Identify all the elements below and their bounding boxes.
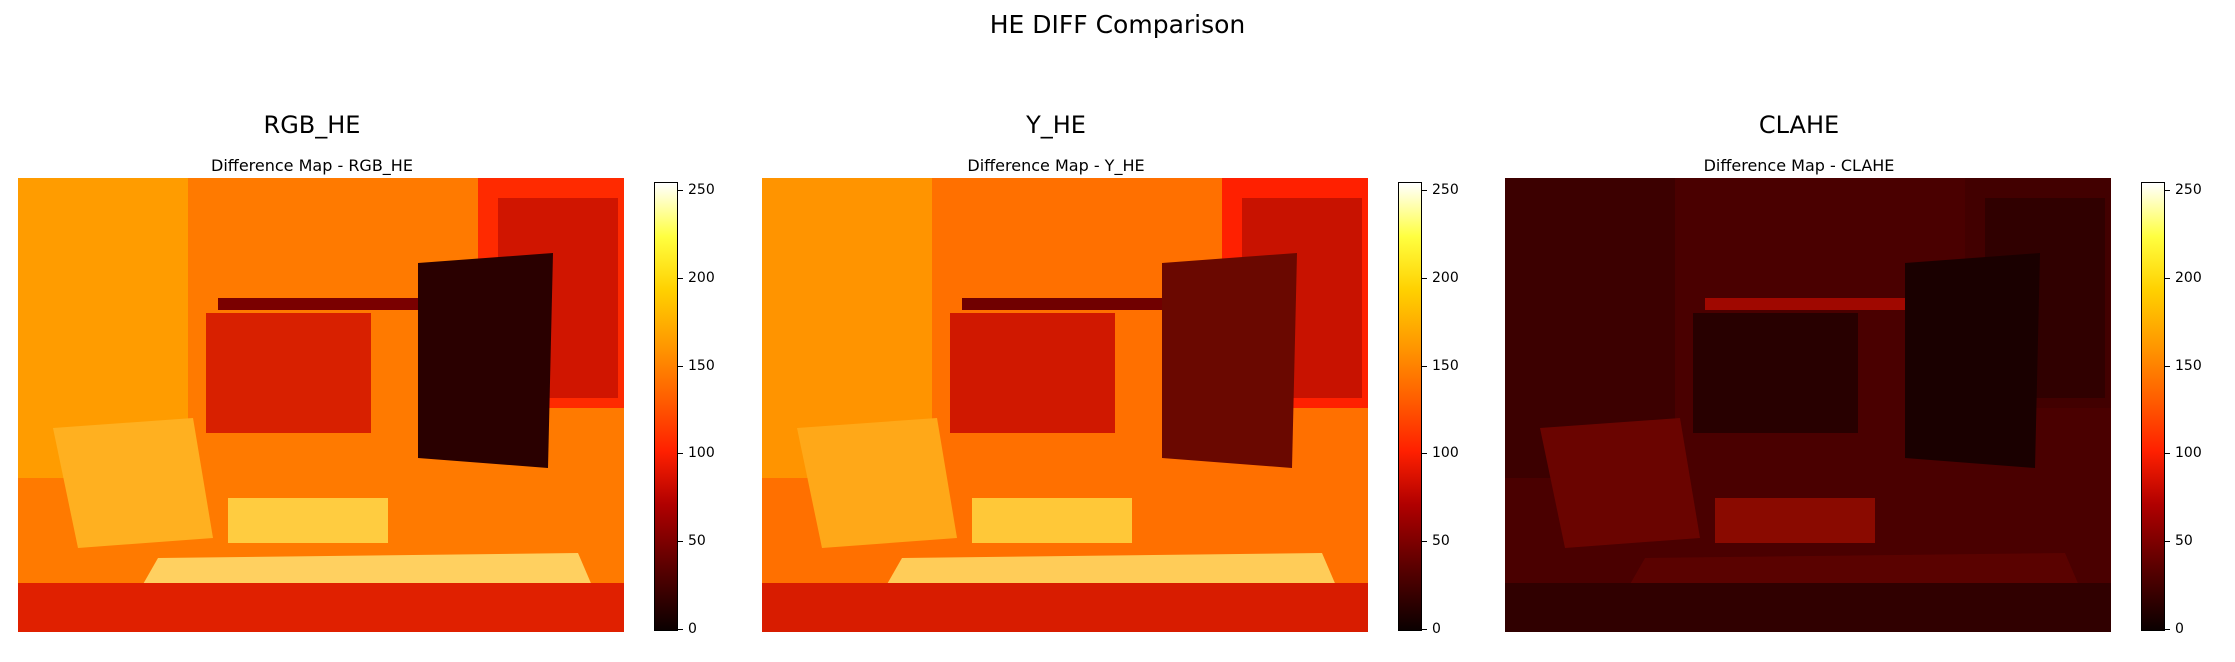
desk-edge (18, 583, 624, 632)
colorbar-tick (1421, 629, 1427, 630)
panel-subtitle: Difference Map - CLAHE (1703, 156, 1895, 175)
colorbar-tick (2164, 541, 2170, 542)
colorbar-tick-label: 100 (2175, 445, 2202, 461)
laptop (1540, 418, 1700, 548)
colorbar-tick-label: 50 (1432, 533, 1450, 549)
keyboard (228, 498, 388, 543)
shelf (218, 298, 478, 310)
laptop (797, 418, 957, 548)
colorbar-tick (1421, 190, 1427, 191)
colorbar-tick-label: 100 (688, 445, 715, 461)
colorbar-tick-label: 250 (688, 182, 715, 198)
colorbar-tick (2164, 278, 2170, 279)
colorbar-tick-label: 50 (2175, 533, 2193, 549)
monitor-right (1162, 253, 1297, 468)
colorbar-tick (1421, 541, 1427, 542)
colorbar-tick (677, 366, 683, 367)
colorbar-tick (677, 453, 683, 454)
colorbar-tick (1421, 278, 1427, 279)
shelf (1705, 298, 1965, 310)
colorbar-tick-label: 250 (1432, 182, 1459, 198)
difference-map-image (18, 178, 624, 632)
keyboard (972, 498, 1132, 543)
desk-edge (762, 583, 1368, 632)
panel-subtitle: Difference Map - Y_HE (967, 156, 1145, 175)
colorbar-tick-label: 50 (688, 533, 706, 549)
difference-map-image (762, 178, 1368, 632)
laptop (53, 418, 213, 548)
colorbar-tick-label: 200 (1432, 270, 1459, 286)
monitor-right (1905, 253, 2040, 468)
panel-title: CLAHE (1758, 111, 1840, 139)
colorbar-tick-label: 0 (2175, 621, 2184, 637)
colorbar (1398, 182, 1422, 631)
colorbar-tick (677, 190, 683, 191)
desk-edge (1505, 583, 2111, 632)
colorbar-tick-label: 150 (2175, 358, 2202, 374)
monitor-left (206, 313, 371, 433)
panel-subtitle: Difference Map - RGB_HE (211, 156, 413, 175)
colorbar-tick-label: 0 (688, 621, 697, 637)
monitor-right (418, 253, 553, 468)
colorbar-tick (2164, 190, 2170, 191)
colorbar-tick (1421, 453, 1427, 454)
panel-title: RGB_HE (263, 111, 361, 139)
colorbar (2141, 182, 2165, 631)
figure-title: HE DIFF Comparison (989, 10, 1246, 39)
colorbar-tick-label: 150 (1432, 358, 1459, 374)
colorbar-tick-label: 100 (1432, 445, 1459, 461)
colorbar-tick-label: 150 (688, 358, 715, 374)
panel-clahe: CLAHE Difference Map - CLAHE 0 50 100 15… (1489, 0, 2229, 662)
panel-title: Y_HE (1026, 111, 1086, 139)
colorbar-tick-label: 200 (688, 270, 715, 286)
monitor-left (1693, 313, 1858, 433)
colorbar-tick-label: 0 (1432, 621, 1441, 637)
panel-rgb-he: RGB_HE Difference Map - RGB_HE 0 50 100 … (2, 0, 742, 662)
colorbar-tick (677, 629, 683, 630)
keyboard (1715, 498, 1875, 543)
difference-map-image (1505, 178, 2111, 632)
monitor-left (950, 313, 1115, 433)
colorbar-tick (2164, 366, 2170, 367)
colorbar-tick (677, 541, 683, 542)
colorbar-tick (2164, 453, 2170, 454)
panel-y-he: Y_HE Difference Map - Y_HE 0 50 100 150 … (746, 0, 1486, 662)
shelf (962, 298, 1222, 310)
colorbar-tick (677, 278, 683, 279)
colorbar-tick-label: 200 (2175, 270, 2202, 286)
colorbar-tick (1421, 366, 1427, 367)
colorbar-tick (2164, 629, 2170, 630)
colorbar (654, 182, 678, 631)
colorbar-tick-label: 250 (2175, 182, 2202, 198)
